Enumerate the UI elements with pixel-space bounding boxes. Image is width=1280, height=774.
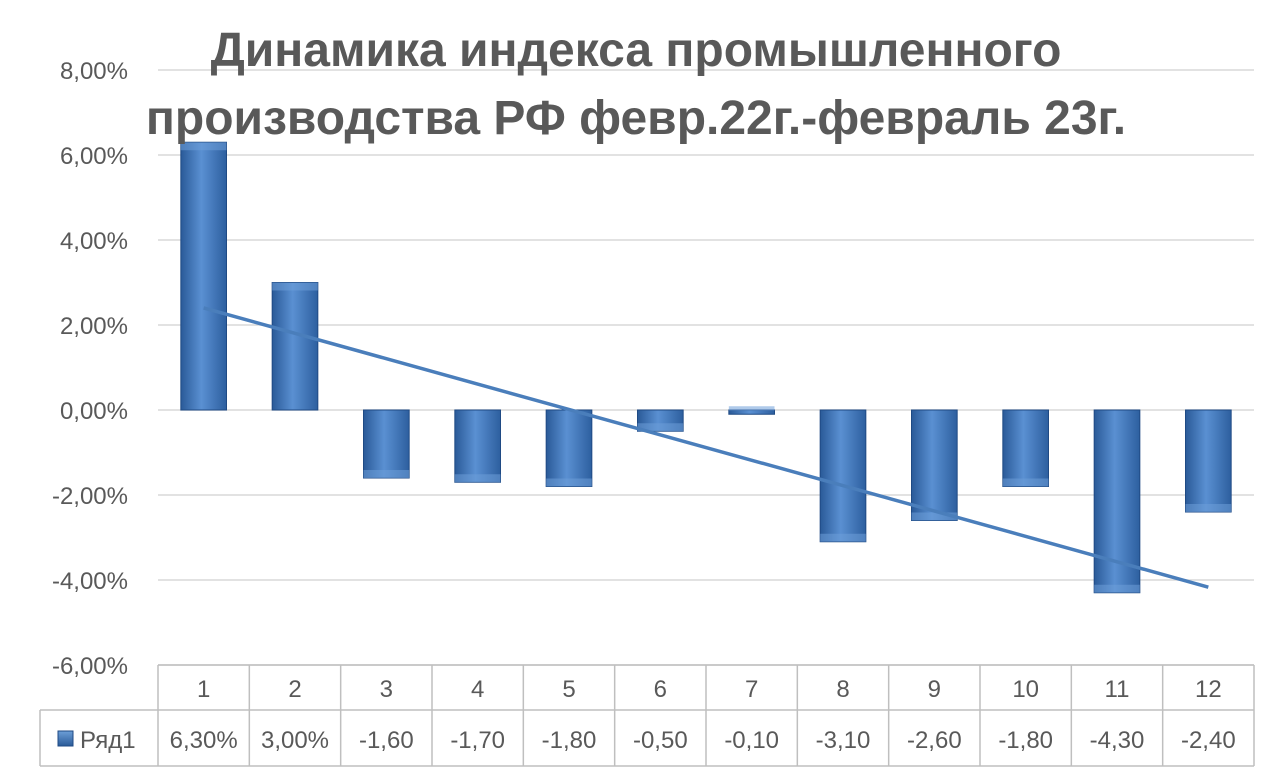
y-axis-ticks: 8,00% 6,00% 4,00% 2,00% 0,00% -2,00% -4,00% -6,… — [52, 58, 128, 680]
table-value-label: -1,70 — [450, 727, 505, 754]
table-value-label: -0,50 — [633, 727, 688, 754]
x-category-label: 4 — [471, 676, 484, 703]
legend-series-name: Ряд1 — [80, 727, 136, 754]
table-value-label: 3,00% — [261, 727, 329, 754]
bar-cap — [820, 533, 866, 542]
y-tick-label: -2,00% — [52, 483, 128, 510]
x-category-label: 7 — [745, 676, 758, 703]
bar-cap — [363, 470, 410, 478]
chart-title-line-1: Динамика индекса промышленного — [211, 24, 1062, 77]
bar — [819, 409, 867, 543]
x-category-label: 8 — [836, 676, 849, 703]
chart-title-line-2: производства РФ февр.22г.-февраль 23г. — [146, 92, 1126, 145]
bar — [454, 409, 502, 483]
table-value-label: -3,10 — [816, 727, 871, 754]
table-value-label: -1,80 — [542, 727, 597, 754]
x-category-label: 2 — [288, 676, 301, 703]
trendline — [203, 306, 1209, 589]
bar — [363, 409, 410, 479]
legend-swatch — [57, 730, 74, 747]
bar-cap — [911, 512, 958, 521]
trendline-layer — [203, 306, 1209, 589]
bar — [1002, 409, 1049, 487]
bar — [1185, 409, 1232, 513]
x-category-label: 6 — [654, 676, 667, 703]
bar-cap — [1185, 504, 1232, 512]
bar-cap — [637, 423, 684, 432]
y-tick-label: 2,00% — [60, 313, 128, 340]
bar — [180, 141, 227, 411]
table-value-label: -4,30 — [1090, 727, 1145, 754]
bar — [545, 409, 593, 487]
bar-cap — [454, 474, 501, 483]
table-value-label: -2,60 — [907, 727, 962, 754]
x-category-label: 5 — [562, 676, 575, 703]
table-value-label: -1,60 — [359, 727, 414, 754]
bar-cap — [728, 406, 775, 411]
table-value-label: -2,40 — [1181, 727, 1236, 754]
bar-cap — [546, 478, 592, 487]
bar — [728, 409, 775, 415]
y-tick-label: -6,00% — [52, 653, 128, 680]
bar — [271, 282, 319, 411]
x-category-label: 9 — [928, 676, 941, 703]
x-category-label: 1 — [197, 676, 210, 703]
y-tick-label: -4,00% — [52, 568, 128, 595]
x-category-label: 10 — [1012, 676, 1039, 703]
x-category-label: 12 — [1195, 676, 1222, 703]
bar-cap — [272, 282, 318, 291]
y-tick-label: 4,00% — [60, 228, 128, 255]
bar-cap — [1002, 478, 1049, 487]
gridlines — [158, 69, 1254, 666]
y-tick-label: 0,00% — [60, 398, 128, 425]
table-value-label: -0,10 — [724, 727, 779, 754]
y-tick-label: 6,00% — [60, 143, 128, 170]
y-tick-label: 8,00% — [60, 58, 128, 85]
bar-cap — [1094, 584, 1140, 593]
bar — [911, 409, 958, 521]
bar-cap — [180, 142, 227, 151]
table-value-label: -1,80 — [998, 727, 1053, 754]
table-value-label: 6,30% — [170, 727, 238, 754]
x-category-label: 11 — [1105, 676, 1130, 703]
bars — [180, 141, 1232, 594]
chart-title: Динамика индекса промышленного производс… — [146, 24, 1126, 145]
x-category-label: 3 — [380, 676, 393, 703]
